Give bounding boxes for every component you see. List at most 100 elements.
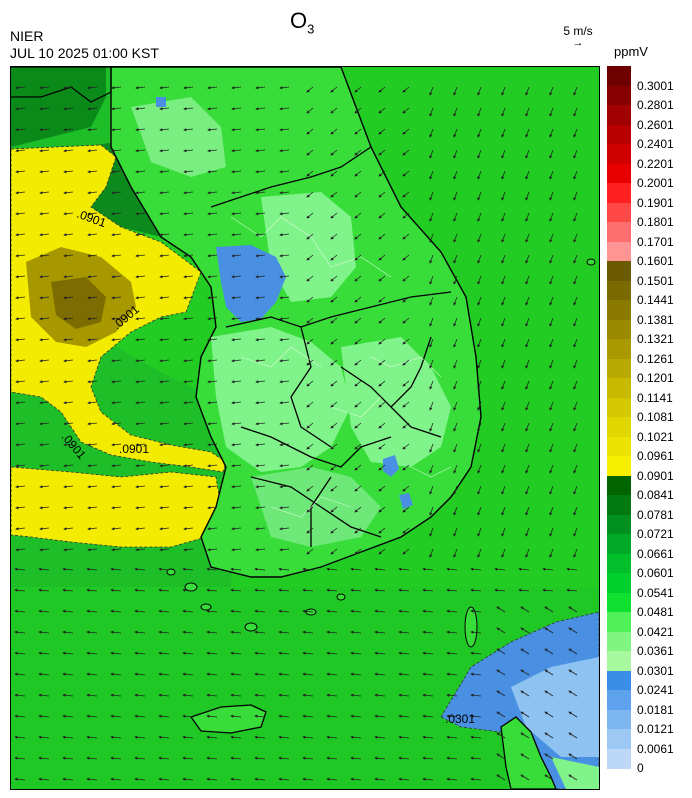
wind-arrow	[542, 567, 554, 571]
legend-label: 0.1801	[637, 215, 674, 230]
legend-label: 0.1021	[637, 429, 674, 444]
wind-arrow	[182, 567, 194, 571]
wind-arrow	[326, 735, 338, 739]
wind-arrow	[135, 359, 146, 363]
legend-label: 0.1081	[637, 410, 674, 425]
wind-arrow	[207, 191, 218, 195]
wind-arrow	[402, 107, 410, 114]
wind-arrow	[398, 567, 410, 571]
wind-arrow	[470, 567, 482, 571]
wind-arrow	[38, 609, 50, 613]
wind-arrow	[111, 212, 122, 216]
wind-arrow	[255, 422, 266, 426]
wind-arrow	[544, 648, 554, 655]
wind-arrow	[207, 86, 218, 90]
wind-arrow	[62, 756, 74, 760]
wind-arrow	[477, 128, 482, 138]
wind-arrow	[501, 170, 506, 180]
wind-arrow	[453, 443, 458, 453]
wind-arrow	[278, 651, 290, 655]
legend-swatch	[607, 105, 631, 125]
wind-arrow	[429, 191, 434, 201]
wind-arrow	[573, 338, 578, 348]
wind-arrow	[254, 672, 266, 676]
wind-arrow	[477, 170, 482, 180]
wind-arrow	[398, 651, 410, 655]
wind-arrow	[520, 627, 530, 634]
wind-arrow	[306, 338, 314, 345]
wind-arrow	[378, 359, 386, 366]
wind-arrow	[14, 756, 26, 760]
wind-arrow	[159, 107, 170, 111]
wind-arrow	[134, 714, 146, 718]
wind-arrow	[39, 149, 50, 153]
wind-arrow	[306, 107, 314, 114]
wind-arrow	[326, 588, 338, 592]
wind-arrow	[207, 275, 218, 279]
wind-arrow	[230, 777, 242, 781]
wind-arrow	[231, 380, 242, 384]
wind-arrow	[183, 380, 194, 384]
wind-arrow	[306, 485, 314, 492]
wind-arrow	[255, 485, 266, 489]
wind-arrow	[501, 527, 506, 537]
wind-arrow	[159, 170, 170, 174]
wind-arrow	[429, 296, 434, 306]
wind-arrow	[453, 317, 458, 327]
wind-arrow	[207, 401, 218, 405]
wind-arrow	[573, 548, 578, 558]
wind-arrow	[573, 275, 578, 285]
wind-arrow	[549, 296, 554, 306]
wind-arrow	[183, 191, 194, 195]
wind-arrow	[63, 149, 74, 153]
wind-arrow	[206, 756, 218, 760]
wind-arrow	[39, 380, 50, 384]
wind-arrow	[302, 693, 314, 697]
wind-arrow	[207, 254, 218, 258]
color-legend: 0.3001 0.2801 0.2601 0.2401 0.2201 0.2001 0.19…	[607, 66, 674, 775]
wind-arrow	[14, 693, 26, 697]
wind-arrow	[135, 128, 146, 132]
wind-arrow	[110, 672, 122, 676]
northwest-coastline	[11, 67, 112, 103]
wind-arrow	[15, 107, 26, 111]
wind-arrow	[207, 527, 218, 531]
wind-arrow	[496, 606, 506, 613]
wind-arrow	[549, 128, 554, 138]
wind-arrow	[279, 359, 290, 363]
wind-arrow	[86, 735, 98, 739]
wind-arrow	[374, 672, 386, 676]
wind-arrow	[87, 191, 98, 195]
wind-arrow	[453, 149, 458, 159]
wind-arrow	[354, 128, 362, 135]
wind-arrow	[159, 548, 170, 552]
wind-arrow	[354, 443, 362, 450]
wind-arrow	[354, 317, 362, 324]
wind-arrow	[63, 296, 74, 300]
wind-arrow	[39, 485, 50, 489]
legend-swatch	[607, 514, 631, 535]
wind-arrow	[525, 254, 530, 264]
wind-arrow	[254, 777, 266, 781]
wind-arrow	[110, 630, 122, 634]
wind-arrow	[86, 651, 98, 655]
wind-arrow	[135, 254, 146, 258]
northwest-dark-zone	[11, 67, 106, 147]
wind-arrow	[573, 422, 578, 432]
wind-arrow	[254, 567, 266, 571]
wind-arrow	[231, 527, 242, 531]
wind-arrow	[501, 506, 506, 516]
wind-arrow	[330, 485, 338, 492]
wind-arrow	[568, 690, 578, 697]
wind-arrow	[326, 630, 338, 634]
wind-arrow	[14, 672, 26, 676]
wind-arrow	[350, 756, 362, 760]
wind-arrow	[87, 359, 98, 363]
wind-arrow	[278, 777, 290, 781]
wind-arrow	[446, 735, 458, 739]
wind-arrow	[573, 254, 578, 264]
wind-reference-arrow-icon: →	[572, 37, 584, 49]
wind-arrow	[159, 149, 170, 153]
wind-arrow	[135, 275, 146, 279]
wind-arrow	[38, 672, 50, 676]
